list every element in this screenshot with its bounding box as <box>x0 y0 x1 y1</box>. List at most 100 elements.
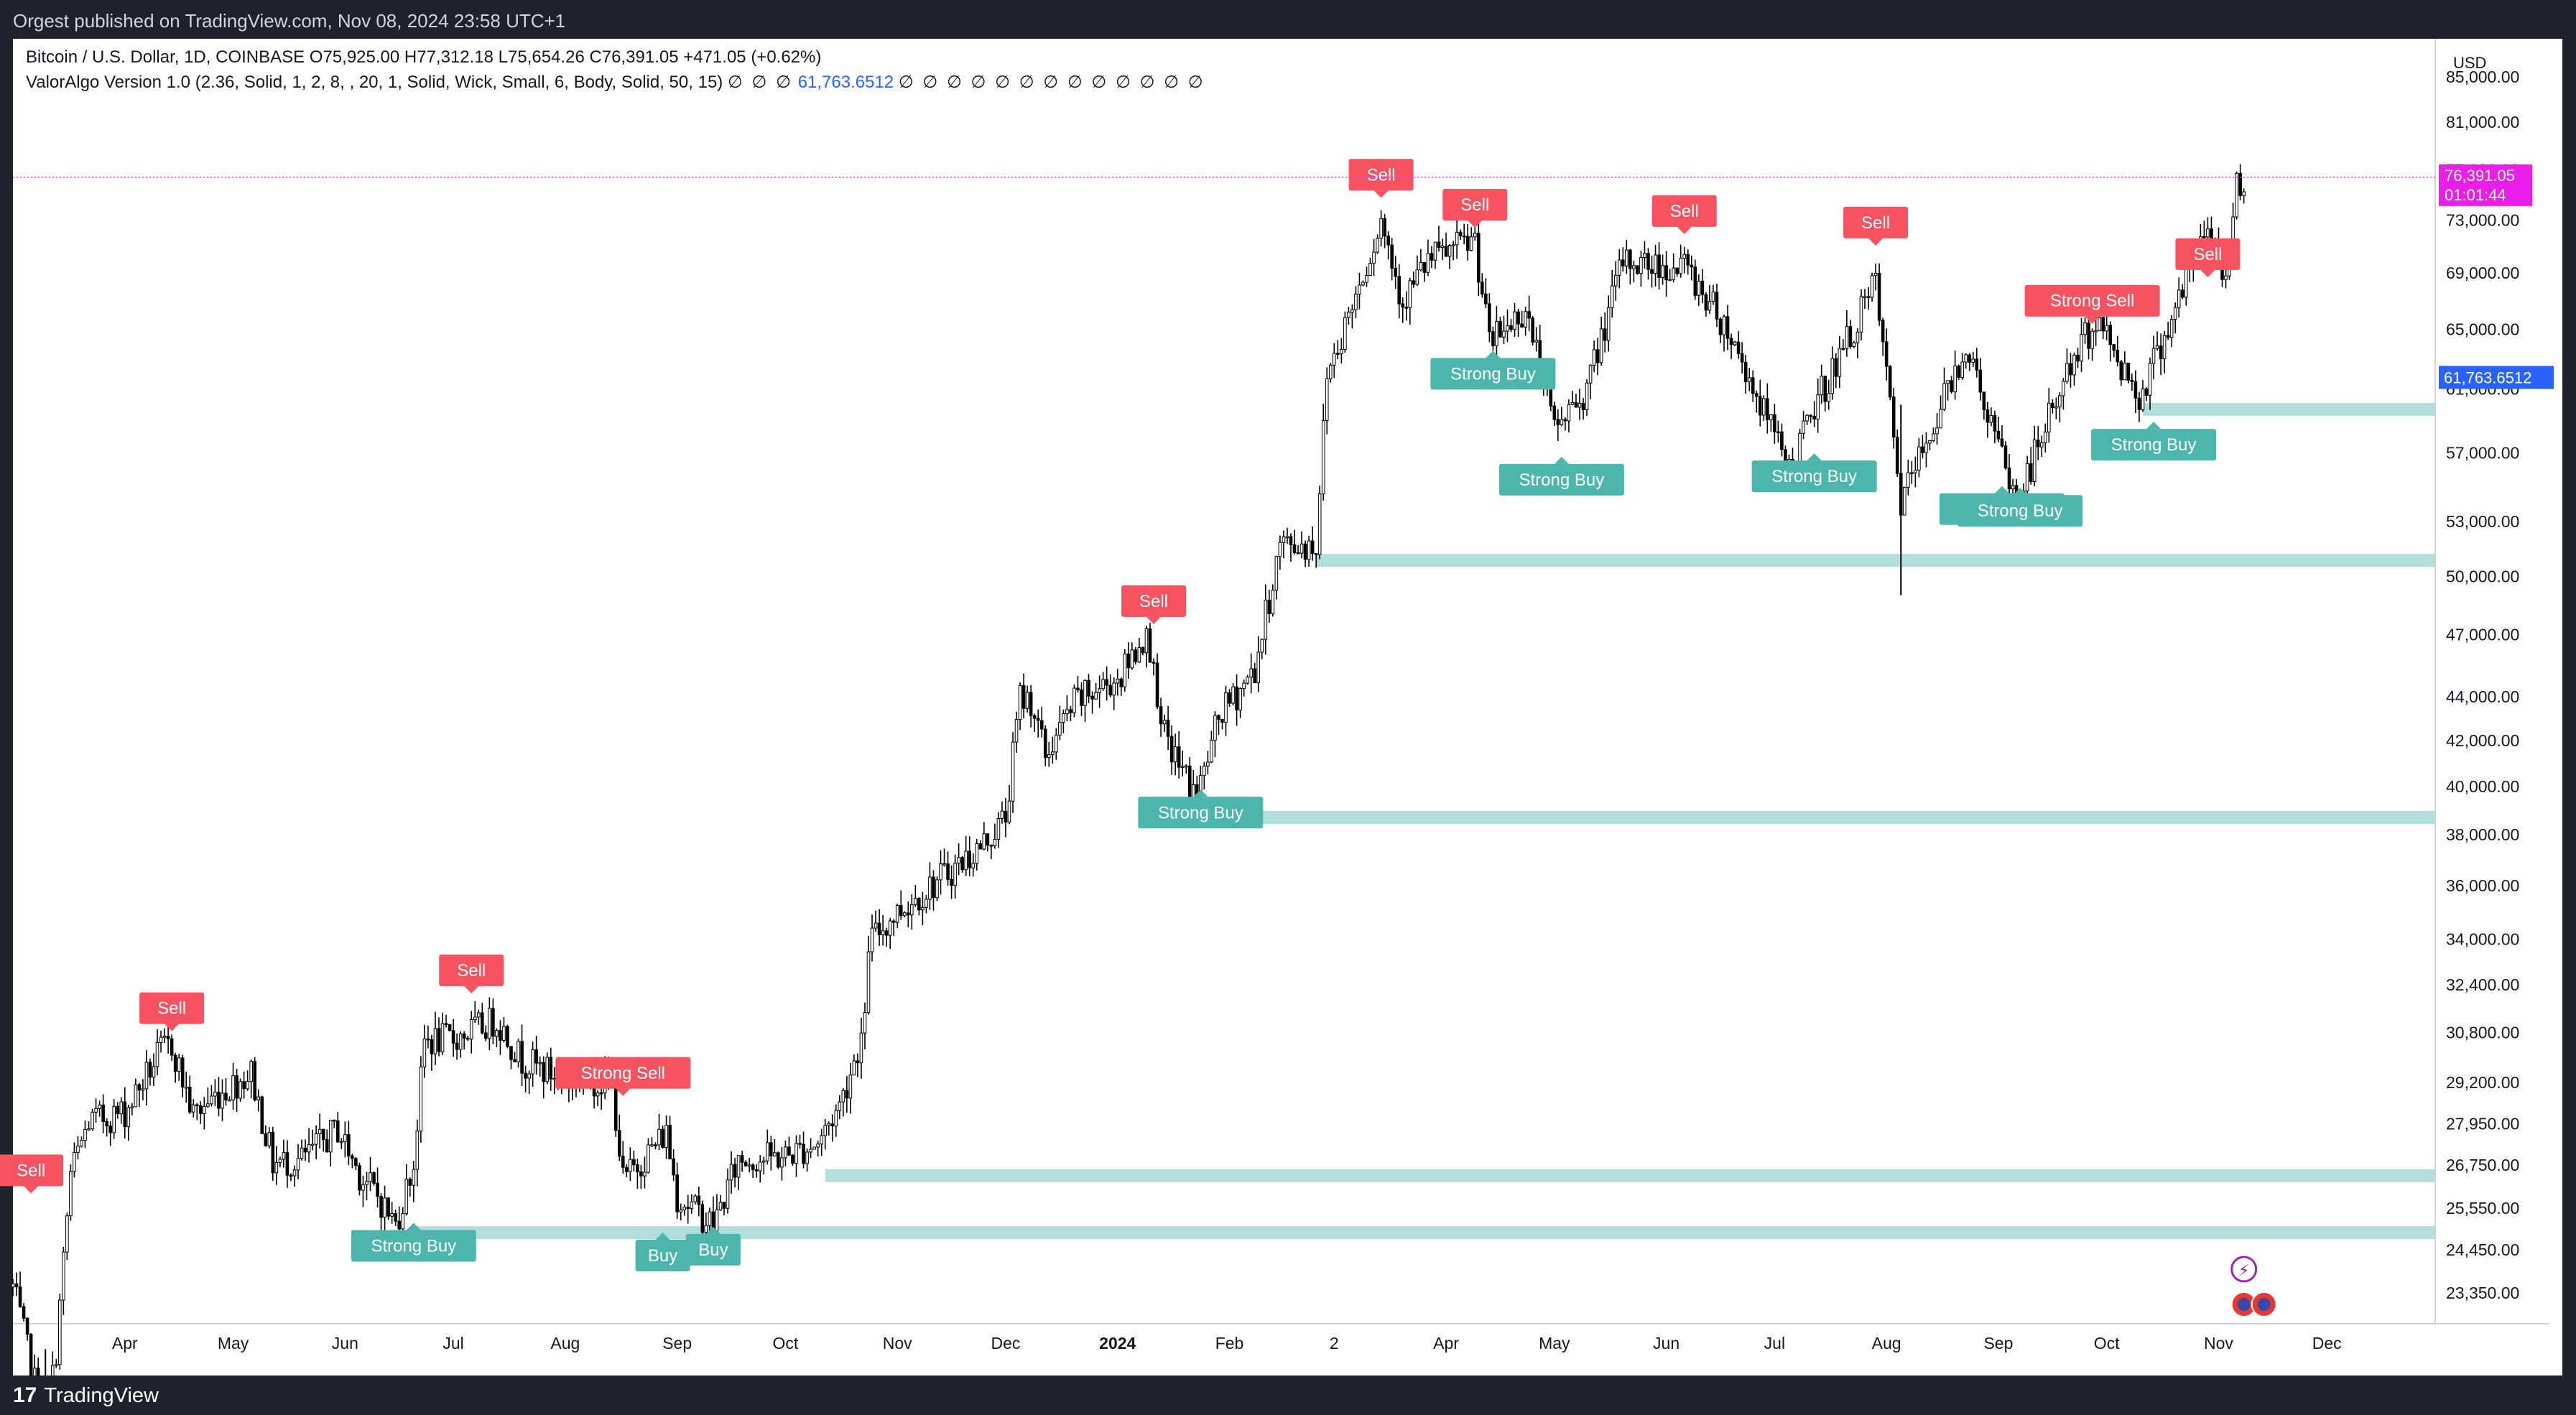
candle-body <box>2177 289 2181 308</box>
candle-body <box>1187 765 1192 799</box>
candle-body <box>841 1090 845 1103</box>
candle-body <box>1062 713 1065 723</box>
candle-body <box>419 1066 423 1132</box>
candle-body <box>1982 391 1986 410</box>
candle-body <box>1758 396 1762 416</box>
candle-body <box>718 1202 723 1210</box>
candle-body <box>495 1030 499 1037</box>
candle-body <box>1134 649 1138 663</box>
y-tick-label: 73,000.00 <box>2446 210 2519 229</box>
candle-body <box>1343 317 1347 351</box>
candle-body <box>1116 678 1120 684</box>
candle-body <box>939 863 942 881</box>
candle-body <box>1870 275 1874 298</box>
candle-body <box>2141 388 2145 410</box>
signal-pointer <box>1373 190 1389 198</box>
signal-box <box>555 1057 691 1089</box>
tradingview-logo[interactable]: 17 TradingView <box>13 1381 159 1411</box>
candle-body <box>91 1111 94 1130</box>
indicator-legend[interactable]: ValorAlgo Version 1.0 (2.36, Solid, 1, 2… <box>26 72 1205 93</box>
last-price-value: 76,391.05 <box>2445 167 2515 185</box>
candle-body <box>805 1151 809 1164</box>
candle-body <box>1451 244 1455 246</box>
candle-body <box>1747 377 1751 383</box>
candle-body <box>625 1166 629 1172</box>
candle-body <box>271 1132 275 1174</box>
candle-body <box>2105 325 2108 332</box>
signal-text: Strong Buy <box>1771 467 1857 486</box>
candle-body <box>1365 275 1368 283</box>
candle-body <box>1231 686 1235 704</box>
candle-body <box>130 1106 134 1108</box>
candle-body <box>1852 342 1856 347</box>
candle-body <box>1654 254 1657 274</box>
candle-body <box>2090 330 2094 349</box>
x-tick-label: Aug <box>550 1334 580 1353</box>
signal-text: Sell <box>2193 245 2222 264</box>
candle-body <box>722 1202 726 1209</box>
x-tick-label: Dec <box>991 1334 1021 1353</box>
candle-body <box>527 1073 531 1079</box>
candle-body <box>80 1140 83 1147</box>
symbol-legend[interactable]: Bitcoin / U.S. Dollar, 1D, COINBASE O75,… <box>26 47 822 67</box>
signal-box <box>2024 284 2160 317</box>
candle-body <box>758 1161 762 1172</box>
candle-body <box>401 1213 405 1230</box>
indicator-empty-values-2: ∅ ∅ ∅ ∅ ∅ ∅ ∅ ∅ ∅ ∅ ∅ ∅ ∅ <box>898 73 1205 92</box>
candle-body <box>899 904 903 917</box>
y-tick-label: 25,550.00 <box>2446 1199 2519 1217</box>
candle-body <box>1282 536 1286 543</box>
candle-body <box>238 1081 242 1099</box>
signal-pointer <box>1868 238 1884 246</box>
indicator-price-value: 61,763.6512 <box>2444 368 2531 386</box>
candle-body <box>73 1151 76 1172</box>
candle-body <box>1581 403 1585 411</box>
candle-body <box>1715 291 1719 320</box>
candle-body <box>1354 293 1358 310</box>
candle-body <box>1577 403 1582 408</box>
candle-body <box>1447 245 1452 257</box>
signal-box <box>351 1230 476 1262</box>
candle-body <box>394 1212 397 1222</box>
candle-body <box>1401 303 1405 308</box>
candle-body <box>1159 706 1163 725</box>
candle-body <box>2076 354 2080 362</box>
candle-body <box>542 1062 546 1082</box>
candle-body <box>520 1041 524 1074</box>
candle-body <box>2116 350 2120 363</box>
candle-body <box>960 857 964 871</box>
candle-body <box>162 1035 167 1038</box>
signal-box <box>2091 429 2217 461</box>
x-tick-label: Sep <box>662 1334 692 1353</box>
candle-body <box>249 1061 253 1082</box>
candle-body <box>1718 318 1723 335</box>
candle-body <box>1509 325 1513 330</box>
candle-body <box>1773 414 1776 432</box>
candle-body <box>488 1008 491 1039</box>
candle-body <box>108 1126 112 1133</box>
candle-body <box>1830 358 1835 394</box>
candle-body <box>1939 409 1942 429</box>
candle-body <box>2039 442 2044 447</box>
signal-pointer <box>1807 453 1822 461</box>
x-tick-label: Dec <box>2312 1334 2342 1353</box>
candle-body <box>856 1060 860 1064</box>
candle-body <box>632 1159 636 1166</box>
candle-body <box>141 1088 145 1091</box>
candle-body <box>2162 335 2167 360</box>
candle-body <box>369 1172 372 1182</box>
candle-body <box>1606 307 1611 341</box>
signal-pointer <box>2200 269 2215 277</box>
signal-pointer <box>406 1223 421 1230</box>
candle-body <box>1502 330 1506 338</box>
signal-box <box>139 992 205 1024</box>
candle-body <box>1408 280 1412 308</box>
candle-body <box>1996 430 2001 440</box>
candle-body <box>1379 218 1383 239</box>
candle-body <box>1098 688 1101 693</box>
candle-body <box>1838 348 1842 377</box>
candle-body <box>1372 251 1376 264</box>
candle-body <box>1412 280 1416 285</box>
candle-body <box>1639 256 1643 274</box>
